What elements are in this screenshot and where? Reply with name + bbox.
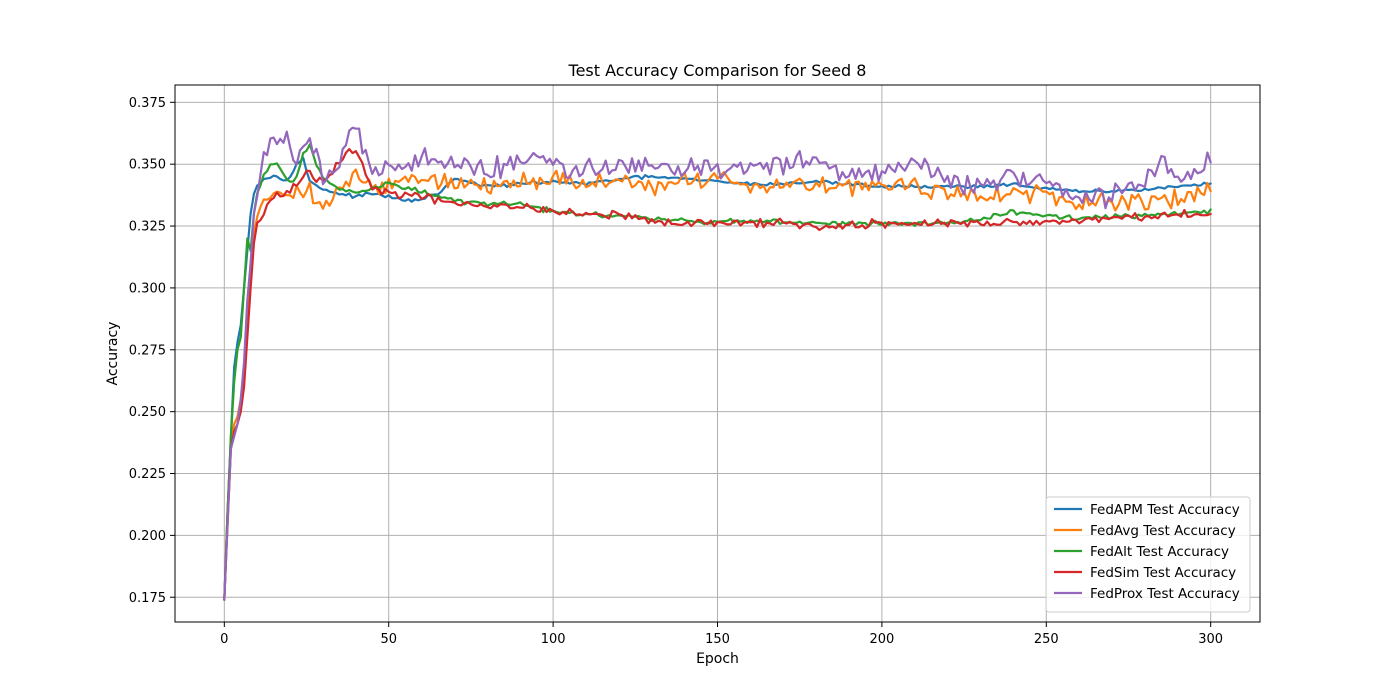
- y-tick-label: 0.175: [129, 591, 166, 606]
- legend-label: FedProx Test Accuracy: [1090, 586, 1240, 602]
- y-tick-label: 0.250: [129, 405, 166, 420]
- x-tick-label: 300: [1198, 632, 1223, 647]
- legend-label: FedAPM Test Accuracy: [1090, 502, 1240, 518]
- legend-label: FedAvg Test Accuracy: [1090, 523, 1236, 539]
- x-axis: 0 50 100 150 200 250 300: [220, 622, 1223, 647]
- x-tick-label: 150: [705, 632, 730, 647]
- x-tick-label: 50: [380, 632, 397, 647]
- y-tick-label: 0.300: [129, 281, 166, 296]
- series-layer: [223, 126, 1212, 601]
- x-tick-label: 100: [541, 632, 566, 647]
- y-tick-label: 0.375: [129, 96, 166, 111]
- legend-label: FedAlt Test Accuracy: [1090, 544, 1229, 560]
- y-tick-label: 0.325: [129, 220, 166, 235]
- series-line-fedapm-test-accuracy: [223, 156, 1212, 601]
- legend-label: FedSim Test Accuracy: [1090, 565, 1236, 581]
- x-axis-label: Epoch: [696, 651, 739, 667]
- legend-box: [1045, 496, 1251, 613]
- y-axis-label: Accuracy: [105, 322, 121, 386]
- y-axis: 0.175 0.200 0.225 0.250 0.275 0.300 0.325 0.350…: [129, 96, 175, 606]
- chart-title: Test Accuracy Comparison for Seed 8: [568, 61, 867, 80]
- x-tick-label: 250: [1034, 632, 1059, 647]
- y-tick-label: 0.275: [129, 343, 166, 358]
- legend: FedAPM Test Accuracy FedAvg Test Accuracy…: [1045, 496, 1251, 613]
- y-tick-label: 0.200: [129, 529, 166, 544]
- y-tick-label: 0.225: [129, 467, 166, 482]
- series-line-fedavg-test-accuracy: [223, 168, 1212, 601]
- series-line-fedprox-test-accuracy: [223, 126, 1212, 601]
- series-line-fedsim-test-accuracy: [223, 147, 1212, 601]
- x-tick-label: 0: [220, 632, 228, 647]
- x-tick-label: 200: [869, 632, 894, 647]
- y-tick-label: 0.350: [129, 158, 166, 173]
